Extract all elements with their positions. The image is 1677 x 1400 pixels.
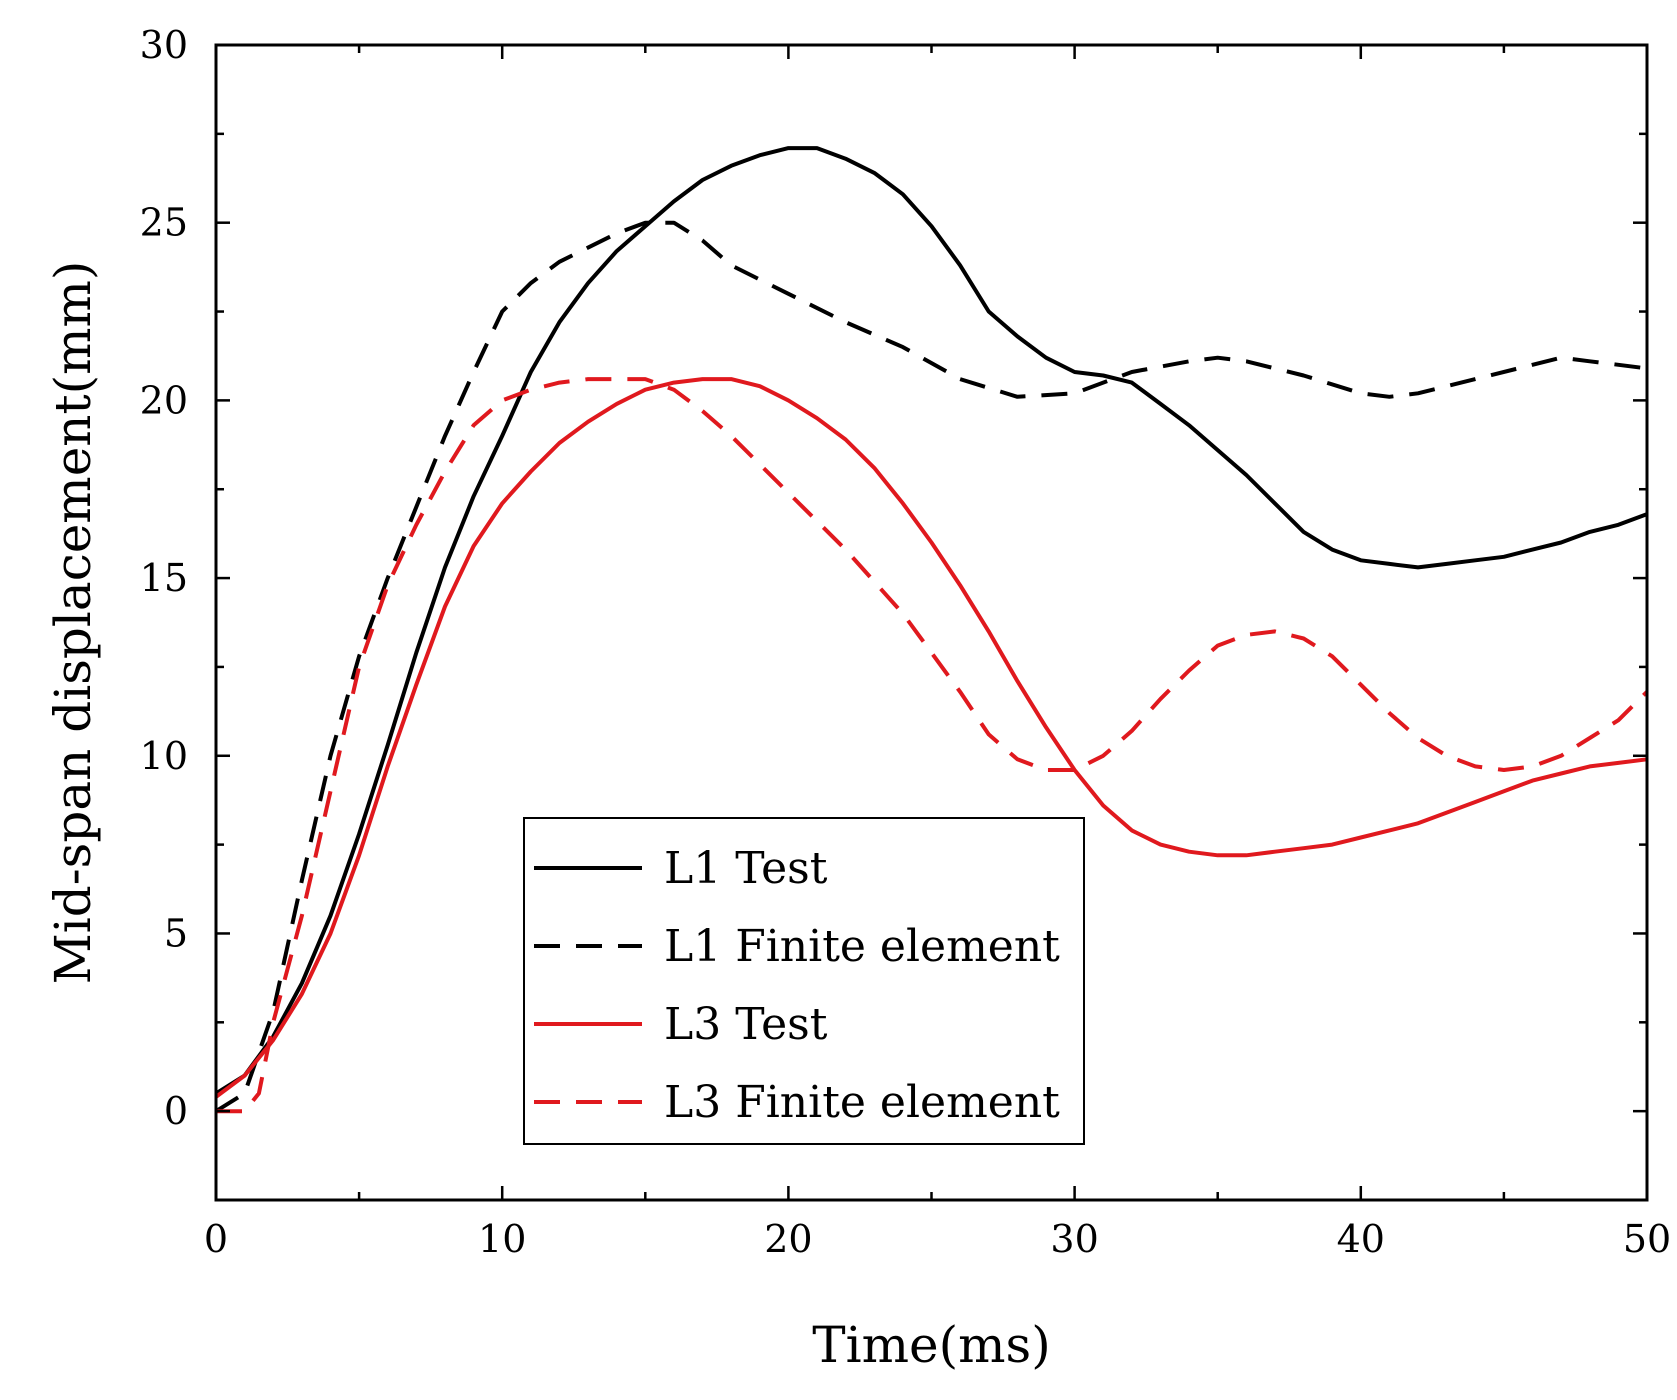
series-line-l1-test bbox=[214, 146, 1648, 1096]
x-tick-label: 20 bbox=[764, 1217, 812, 1261]
x-axis-title: Time(ms) bbox=[812, 1316, 1050, 1374]
legend-label-l3-test: L3 Test bbox=[664, 999, 828, 1050]
series-line-l1-finite-element bbox=[214, 220, 1648, 1113]
legend-box bbox=[523, 817, 1085, 1145]
x-tick-label: 10 bbox=[478, 1217, 526, 1261]
series-lines bbox=[214, 146, 1649, 1114]
x-tick-label: 40 bbox=[1337, 1217, 1385, 1261]
x-tick-label: 0 bbox=[204, 1217, 228, 1261]
series-line-l3-test bbox=[214, 377, 1648, 1099]
y-tick-label: 5 bbox=[164, 911, 188, 955]
y-tick-label: 10 bbox=[140, 734, 188, 778]
x-tick-label: 30 bbox=[1050, 1217, 1098, 1261]
tick-labels: 0 10 20 30 40 50 0 5 10 15 20 25 30 bbox=[140, 23, 1672, 1261]
y-axis-title: Mid-span displacement(mm) bbox=[44, 261, 102, 985]
y-tick-label: 30 bbox=[140, 23, 188, 67]
series-line-l3-finite-element bbox=[216, 377, 1649, 1114]
y-tick-label: 15 bbox=[140, 556, 188, 600]
y-tick-label: 25 bbox=[140, 201, 188, 245]
legend-label-l1-finite-element: L1 Finite element bbox=[664, 921, 1060, 972]
legend-label-l1-test: L1 Test bbox=[664, 843, 828, 894]
y-tick-label: 0 bbox=[164, 1089, 188, 1133]
legend: L1 Test L1 Finite element L3 Test L3 Finite… bbox=[523, 817, 1085, 1145]
legend-label-l3-finite-element: L3 Finite element bbox=[664, 1077, 1060, 1128]
y-tick-label: 20 bbox=[140, 378, 188, 422]
plot-frame bbox=[214, 43, 1649, 1202]
x-tick-label: 50 bbox=[1623, 1217, 1671, 1261]
